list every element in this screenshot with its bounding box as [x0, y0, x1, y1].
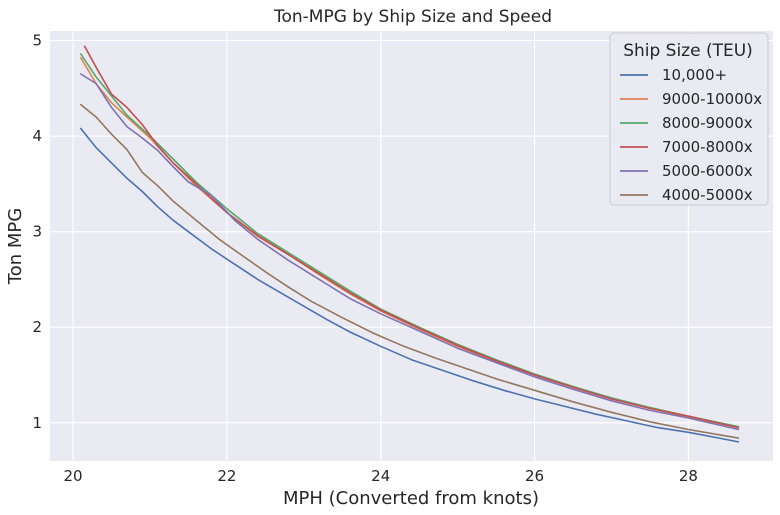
series-line-3 — [83, 45, 740, 429]
x-tick-label: 28 — [679, 467, 698, 485]
legend-items: 10,000+ 9000-10000x 8000-9000x 7000-8000x 50… — [620, 66, 762, 204]
legend-label: 7000-8000x — [662, 138, 753, 156]
y-tick-label: 2 — [32, 318, 42, 336]
y-tick-label: 4 — [32, 127, 42, 145]
x-tick-label: 20 — [64, 467, 83, 485]
y-tick-label: 5 — [32, 32, 42, 50]
series-line-2 — [80, 53, 740, 428]
x-tick-label: 24 — [371, 467, 390, 485]
series-line-5 — [80, 103, 740, 439]
x-tick-labels: 20 22 24 26 28 — [64, 467, 698, 485]
y-tick-label: 1 — [32, 414, 42, 432]
chart-title: Ton-MPG by Ship Size and Speed — [273, 7, 552, 27]
x-axis-title: MPH (Converted from knots) — [283, 488, 539, 509]
legend-box — [609, 32, 769, 206]
legend-label: 4000-5000x — [662, 186, 753, 204]
series-lines — [80, 45, 740, 443]
y-tick-labels: 1 2 3 4 5 — [32, 32, 42, 432]
series-line-4 — [80, 73, 740, 431]
legend-label: 5000-6000x — [662, 162, 753, 180]
legend-label: 9000-10000x — [662, 90, 762, 108]
legend-label: 8000-9000x — [662, 114, 753, 132]
legend-label: 10,000+ — [662, 66, 727, 84]
y-tick-label: 3 — [32, 223, 42, 241]
x-tick-label: 22 — [217, 467, 236, 485]
x-tick-label: 26 — [525, 467, 544, 485]
legend-title: Ship Size (TEU) — [623, 41, 753, 61]
y-axis-title: Ton MPG — [5, 208, 26, 285]
series-line-0 — [80, 127, 740, 443]
legend: Ship Size (TEU) 10,000+ 9000-10000x 8000-9… — [609, 32, 769, 206]
